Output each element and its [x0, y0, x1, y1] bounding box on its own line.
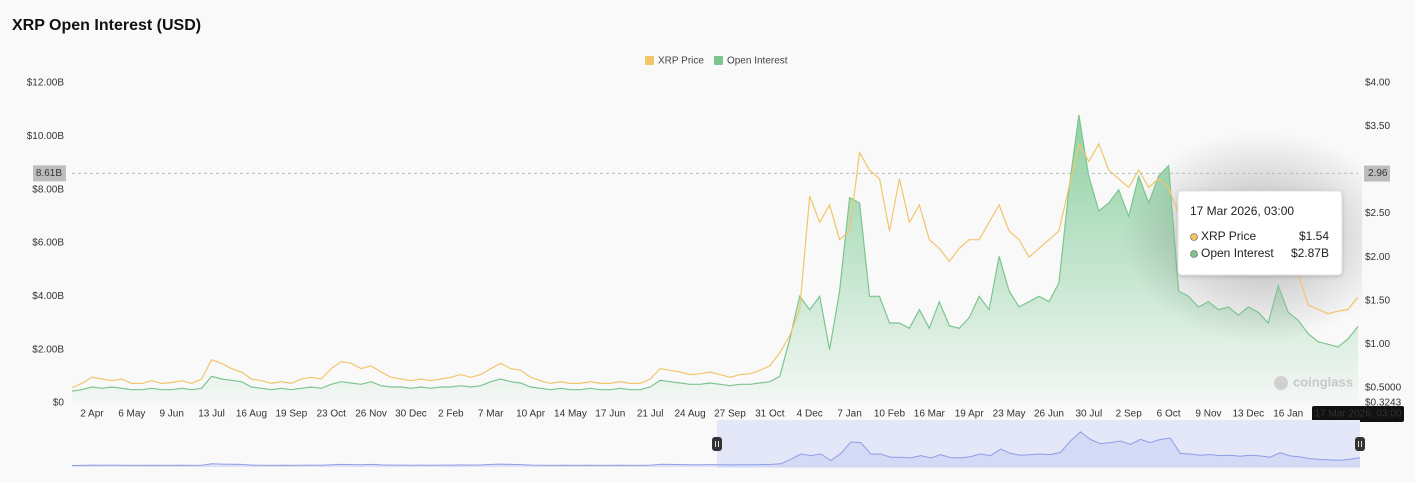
tooltip-name: XRP Price	[1201, 229, 1256, 243]
x-tick-label: 2 Feb	[438, 409, 464, 420]
navigator-area	[72, 431, 1360, 467]
legend-label: Open Interest	[727, 56, 788, 67]
navigator-line	[71, 431, 1361, 466]
axes: $0 $2.00B $4.00B $6.00B $8.00B $10.00B $12.00B…	[27, 78, 1404, 422]
crosshair-label: 8.61B	[36, 168, 62, 179]
x-tick-label: 26 Nov	[355, 409, 387, 420]
y2-tick-label: $2.50	[1365, 208, 1390, 219]
x-tick-label: 16 Jan	[1273, 409, 1303, 420]
y-tick-label: $2.00B	[32, 344, 64, 355]
x-tick-label: 6 May	[118, 409, 145, 420]
x-tick-label: 4 Dec	[797, 409, 823, 420]
x-tick-label: 7 Jan	[837, 409, 861, 420]
y2-tick-label: $1.50	[1365, 295, 1390, 306]
navigator-handle[interactable]	[1355, 437, 1365, 451]
tooltip-box	[1177, 190, 1343, 276]
x-tick-label: 24 Aug	[674, 409, 705, 420]
y2-tick-label: $0.5000	[1365, 382, 1402, 393]
x-tick-label: 10 Feb	[874, 409, 906, 420]
y-tick-label: $0	[53, 398, 65, 409]
area-fill	[72, 115, 1358, 403]
tooltip-value: $1.54	[1299, 229, 1329, 243]
x-tick-label: 13 Dec	[1232, 409, 1264, 420]
tooltip-dot	[1190, 250, 1198, 258]
tooltip-title: 17 Mar 2026, 03:00	[1190, 204, 1294, 218]
y-tick-label: $4.00B	[32, 291, 64, 302]
x-highlight-bg	[1312, 406, 1404, 422]
x-tick-label: 7 Mar	[478, 409, 504, 420]
x-tick-label: 17 Mar 2026, 03:00	[1315, 409, 1402, 420]
x-tick-label: 17 Jun	[595, 409, 625, 420]
x-tick-label: 27 Sep	[714, 409, 746, 420]
x-tick-label: 21 Jul	[637, 409, 664, 420]
y2-tick-label: $3.50	[1365, 121, 1390, 132]
x-tick-label: 23 May	[993, 409, 1026, 420]
x-tick-label: 2 Apr	[80, 409, 104, 420]
x-tick-label: 10 Apr	[516, 409, 546, 420]
legend-swatch	[645, 56, 654, 65]
x-tick-label: 30 Dec	[395, 409, 427, 420]
x-tick-label: 14 May	[554, 409, 587, 420]
tooltip-dot	[1190, 233, 1198, 241]
y-tick-label: $8.00B	[32, 184, 64, 195]
y-tick-label: $10.00B	[27, 131, 65, 142]
legend-label: XRP Price	[658, 56, 704, 67]
crosshair-label-bg	[1364, 165, 1390, 182]
y-tick-label: $12.00B	[27, 78, 65, 89]
crosshair-label: 2.96	[1368, 168, 1388, 179]
tooltip-value: $2.87B	[1291, 246, 1329, 260]
crosshair-label-bg	[33, 165, 66, 182]
chart-title: XRP Open Interest (USD)	[12, 17, 201, 34]
price-line	[72, 142, 1359, 389]
x-tick-label: 2 Sep	[1116, 409, 1143, 420]
x-tick-label: 31 Oct	[755, 409, 785, 420]
tooltip: 17 Mar 2026, 03:00 XRP Price $1.54 Open Int…	[1177, 190, 1343, 276]
y2-tick-label: $2.00	[1365, 252, 1390, 263]
x-tick-label: 16 Mar	[914, 409, 946, 420]
x-tick-label: 6 Oct	[1157, 409, 1181, 420]
legend: XRP Price Open Interest	[645, 56, 788, 67]
legend-swatch	[713, 56, 723, 65]
watermark: coinglass	[1293, 374, 1353, 389]
y2-tick-label: $4.00	[1365, 78, 1390, 89]
x-tick-label: 19 Apr	[955, 409, 985, 420]
x-tick-label: 30 Jul	[1075, 409, 1102, 420]
x-tick-label: 26 Jun	[1034, 409, 1064, 420]
x-tick-label: 19 Sep	[275, 409, 307, 420]
area-line	[72, 114, 1359, 392]
y-tick-label: $6.00B	[32, 238, 64, 249]
navigator[interactable]	[71, 420, 1365, 468]
x-tick-label: 23 Oct	[316, 409, 346, 420]
y2-tick-label: $0.3243	[1365, 398, 1402, 409]
x-tick-label: 13 Jul	[198, 409, 225, 420]
watermark-icon	[1274, 376, 1288, 390]
y2-tick-label: $1.00	[1365, 339, 1390, 350]
x-tick-label: 16 Aug	[236, 409, 267, 420]
x-tick-label: 9 Jun	[159, 409, 183, 420]
x-tick-label: 9 Nov	[1195, 409, 1221, 420]
navigator-handle[interactable]	[712, 437, 722, 451]
tooltip-name: Open Interest	[1201, 246, 1274, 260]
